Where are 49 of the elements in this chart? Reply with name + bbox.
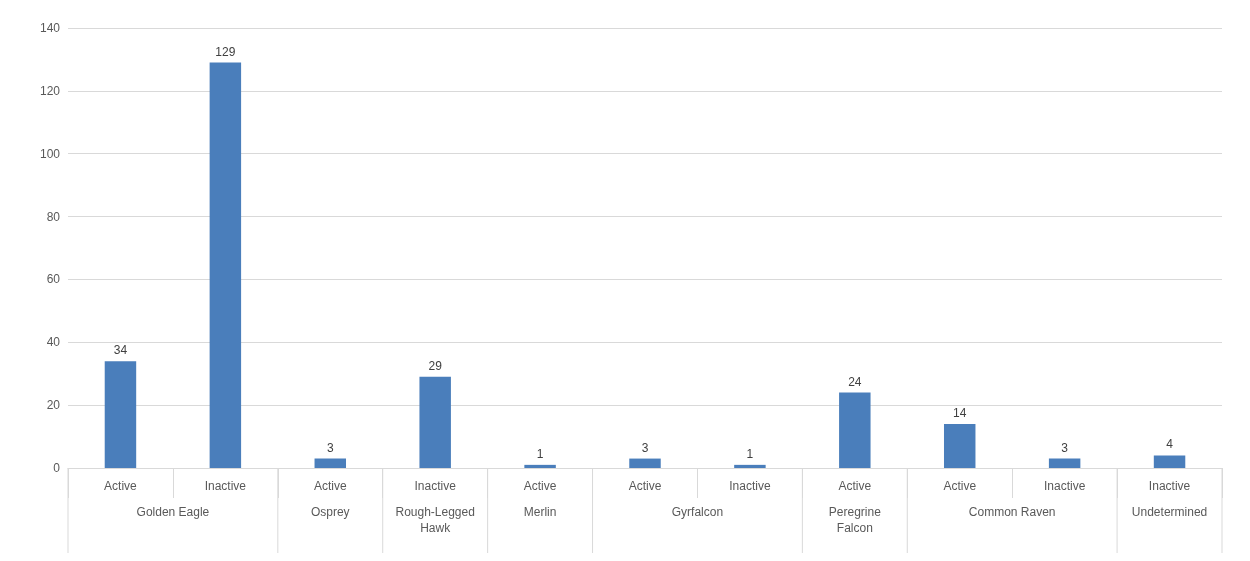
data-label: 4 (1166, 437, 1174, 452)
bar (419, 376, 451, 468)
x-tick-label: Active (943, 479, 977, 493)
y-tick-label: 20 (46, 398, 61, 413)
data-label: 1 (536, 446, 544, 461)
text: Gyrfalcon (671, 505, 724, 519)
y-tick-label: 80 (46, 209, 61, 224)
x-tick-label: Inactive (1148, 479, 1191, 493)
data-label: 1 (746, 446, 754, 461)
x-tick-label: Active (104, 479, 138, 493)
y-tick-label: 60 (46, 272, 61, 287)
text: Common Raven (968, 505, 1056, 519)
data-label: 24 (848, 374, 862, 389)
data-label: 3 (326, 440, 334, 455)
bar (104, 361, 137, 468)
text: Undetermined (1131, 505, 1208, 519)
bar (314, 458, 347, 468)
data-label: 34 (113, 343, 128, 358)
bar (1048, 458, 1081, 468)
bar (1153, 455, 1186, 468)
data-label: 3 (1061, 440, 1069, 455)
bar (943, 424, 976, 468)
x-tick-label: Active (313, 479, 347, 493)
y-tick-label: 0 (53, 461, 61, 475)
bar (629, 458, 661, 468)
text: Golden Eagle (136, 505, 210, 519)
data-label: 3 (641, 440, 649, 455)
x-tick-label: Active (838, 479, 872, 493)
x-tick-label: Active (628, 479, 662, 493)
y-tick-label: 100 (39, 146, 61, 161)
y-tick-label: 140 (39, 21, 61, 35)
data-label: 129 (215, 44, 236, 59)
data-label: 14 (953, 406, 967, 420)
x-tick-label: Inactive (414, 479, 457, 493)
text: Merlin (523, 505, 557, 519)
y-tick-label: 120 (39, 83, 61, 98)
x-tick-label: Active (523, 479, 557, 493)
y-tick-label: 40 (46, 335, 61, 350)
bar (524, 464, 556, 468)
text: Rough-Legged Hawk (395, 505, 475, 535)
bar (839, 392, 871, 468)
bar (209, 62, 242, 468)
text: Osprey (310, 505, 350, 519)
x-tick-label: Inactive (204, 479, 247, 493)
text: Peregrine Falcon (828, 505, 882, 535)
data-label: 29 (428, 358, 443, 373)
x-tick-label: Inactive (729, 479, 771, 493)
bar (734, 464, 766, 468)
x-tick-label: Inactive (1043, 479, 1086, 493)
